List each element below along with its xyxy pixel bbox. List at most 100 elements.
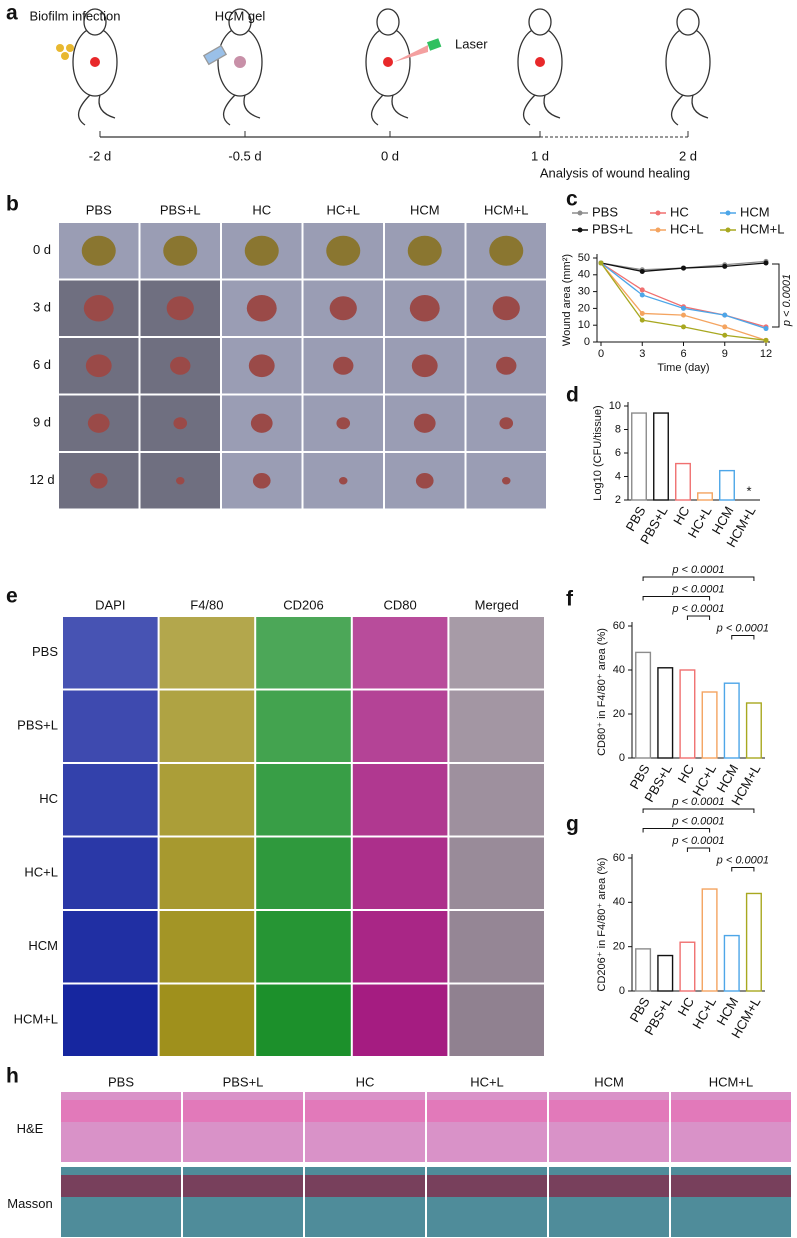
stain-image <box>352 984 448 1056</box>
point <box>598 260 604 266</box>
stain-image <box>449 690 544 762</box>
wound <box>89 472 108 489</box>
y-axis-label: Log10 (CFU/tissue) <box>592 405 604 500</box>
y-tick-label: 50 <box>578 252 590 264</box>
stain-image <box>63 690 158 762</box>
y-tick-label: 20 <box>613 941 625 953</box>
column-header: HCM+L <box>484 202 528 217</box>
wound <box>496 356 517 375</box>
significance-bracket <box>686 847 711 852</box>
wound <box>85 354 112 378</box>
stain-image <box>159 764 255 836</box>
bar <box>679 941 696 992</box>
x-tick-label: HC+L <box>689 762 719 799</box>
annotation: p < 0.0001 <box>671 796 724 808</box>
x-tick-label: HC+L <box>685 504 715 541</box>
stain-image <box>352 911 448 983</box>
wound <box>252 472 271 489</box>
annotation: p < 0.0001 <box>671 815 724 827</box>
legend-marker <box>725 227 731 233</box>
wound <box>407 235 442 266</box>
point <box>722 312 728 318</box>
legend-marker <box>577 210 583 216</box>
y-tick-label: 30 <box>578 286 590 298</box>
stain-image <box>159 617 255 689</box>
wound <box>413 413 436 433</box>
timeline-note: Analysis of wound healing <box>540 165 690 180</box>
timeline-tick-label: 0 d <box>381 148 399 163</box>
bar <box>745 702 762 759</box>
histology-band <box>549 1100 669 1122</box>
legend-label: HCM+L <box>740 221 784 236</box>
wound <box>492 296 520 321</box>
stain-image <box>63 911 158 983</box>
row-label: 6 d <box>33 357 51 372</box>
bar <box>675 462 691 501</box>
x-tick-label: 3 <box>639 348 645 360</box>
column-header: PBS <box>108 1074 134 1089</box>
stain-image <box>449 837 544 909</box>
y-tick-label: 0 <box>619 985 625 997</box>
y-tick-label: 10 <box>609 400 621 412</box>
annotation: p < 0.0001 <box>781 274 793 327</box>
x-tick-label: 0 <box>598 348 604 360</box>
histology-band <box>671 1175 791 1197</box>
panel-label: g <box>566 813 579 836</box>
y-axis-label: Wound area (mm²) <box>561 254 573 346</box>
point <box>763 326 769 332</box>
wound <box>409 295 440 322</box>
x-tick-label: 9 <box>722 348 728 360</box>
column-header: PBS+L <box>160 202 201 217</box>
column-header: F4/80 <box>190 597 223 612</box>
row-label: HC+L <box>24 865 58 880</box>
annotation: p < 0.0001 <box>716 622 769 634</box>
point <box>681 312 686 318</box>
wound <box>499 417 514 430</box>
point <box>639 287 645 293</box>
column-header: HC <box>356 1074 375 1089</box>
timeline-tick-label: -2 d <box>89 148 111 163</box>
stain-image <box>352 617 448 689</box>
row-label: HC <box>39 791 58 806</box>
column-header: DAPI <box>95 597 125 612</box>
y-tick-label: 40 <box>613 896 625 908</box>
panel-label: d <box>566 384 579 407</box>
column-header: HCM <box>594 1074 624 1089</box>
x-tick-label: 12 <box>760 348 772 360</box>
panel-label: b <box>6 193 19 216</box>
wound <box>326 235 361 266</box>
wound <box>246 295 277 322</box>
annotation: p < 0.0001 <box>716 854 769 866</box>
point <box>639 317 645 323</box>
histology-band <box>305 1100 425 1122</box>
point <box>763 337 769 343</box>
panel-label: f <box>566 588 574 611</box>
y-tick-label: 0 <box>584 336 590 348</box>
row-label: PBS <box>32 644 58 659</box>
bar <box>697 492 713 501</box>
row-label: 9 d <box>33 415 51 430</box>
wound <box>81 235 116 266</box>
point <box>681 305 686 311</box>
wound <box>170 356 191 375</box>
stain-image <box>256 984 351 1056</box>
row-label: H&E <box>17 1121 44 1136</box>
wound <box>163 235 198 266</box>
column-header: HC+L <box>326 202 360 217</box>
point <box>639 268 645 274</box>
row-label: 0 d <box>33 242 51 257</box>
significance-bracket <box>686 615 711 620</box>
legend-marker <box>725 210 731 216</box>
point <box>763 260 769 266</box>
event-label: Biofilm infection <box>29 8 120 23</box>
column-header: HC <box>252 202 271 217</box>
row-label: HCM+L <box>14 1012 58 1027</box>
legend-label: HC <box>670 204 689 219</box>
legend-label: HC+L <box>670 221 704 236</box>
wound <box>339 477 348 485</box>
legend-marker <box>655 227 661 233</box>
significance-bracket <box>772 263 780 328</box>
point <box>681 324 686 330</box>
bar <box>679 669 696 759</box>
